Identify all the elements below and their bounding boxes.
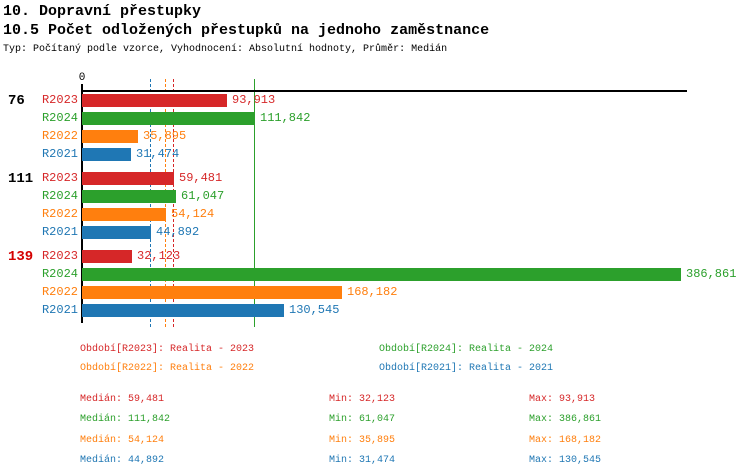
group-label: 139 [8,249,34,265]
group-label: 76 [8,93,25,109]
median-line-R2024 [254,79,256,327]
stat-max-R2023: Max: 93,913 [529,394,596,405]
series-row-label: R2024 [41,267,78,281]
bar-R2024 [82,112,255,125]
legend-item-R2023: Období[R2023]: Realita - 2023 [80,344,255,355]
bar-R2024 [82,190,176,203]
bar-value-label: 32,123 [137,249,181,263]
bar-R2024 [82,268,681,281]
bar-value-label: 168,182 [347,285,398,299]
series-row-label: R2022 [41,207,78,221]
bar-R2023 [82,94,227,107]
series-row-label: R2022 [41,129,78,143]
series-row-label: R2021 [41,225,78,239]
stat-max-R2024: Max: 386,861 [529,414,602,425]
series-row-label: R2024 [41,189,78,203]
x-axis-line [82,90,687,92]
bar-value-label: 44,892 [156,225,200,239]
chart-subtitle: 10.5 Počet odložených přestupků na jedno… [3,22,490,39]
page-title: 10. Dopravní přestupky [3,3,202,20]
stat-max-R2022: Max: 168,182 [529,435,602,446]
stat-median-R2023: Medián: 59,481 [80,394,165,405]
bar-R2023 [82,250,132,263]
series-row-label: R2021 [41,303,78,317]
bar-value-label: 54,124 [171,207,215,221]
stat-max-R2021: Max: 130,545 [529,455,602,466]
series-row-label: R2023 [41,93,78,107]
median-line-R2023 [173,79,175,327]
x-axis-origin-label: 0 [78,72,86,84]
stat-median-R2021: Medián: 44,892 [80,455,165,466]
bar-value-label: 93,913 [232,93,276,107]
series-row-label: R2023 [41,171,78,185]
stat-min-R2022: Min: 35,895 [329,435,396,446]
chart-meta-info: Typ: Počítaný podle vzorce, Vyhodnocení:… [3,44,448,55]
bar-R2021 [82,226,151,239]
bar-R2022 [82,208,166,221]
stat-median-R2024: Medián: 111,842 [80,414,171,425]
bar-value-label: 386,861 [686,267,737,281]
group-label: 111 [8,171,34,187]
bar-value-label: 31,474 [136,147,180,161]
bar-R2022 [82,130,138,143]
stat-min-R2023: Min: 32,123 [329,394,396,405]
y-axis-line [80,84,83,323]
bar-value-label: 111,842 [260,111,311,125]
stat-min-R2021: Min: 31,474 [329,455,396,466]
bar-value-label: 59,481 [179,171,223,185]
legend-item-R2022: Období[R2022]: Realita - 2022 [80,363,255,374]
median-line-R2021 [150,79,152,327]
stat-median-R2022: Medián: 54,124 [80,435,165,446]
series-row-label: R2023 [41,249,78,263]
bar-R2023 [82,172,174,185]
series-row-label: R2021 [41,147,78,161]
bar-value-label: 130,545 [289,303,340,317]
bar-value-label: 61,047 [181,189,225,203]
legend-item-R2024: Období[R2024]: Realita - 2024 [379,344,554,355]
bar-R2022 [82,286,342,299]
legend-item-R2021: Období[R2021]: Realita - 2021 [379,363,554,374]
bar-value-label: 35,895 [143,129,187,143]
series-row-label: R2022 [41,285,78,299]
bar-R2021 [82,304,284,317]
series-row-label: R2024 [41,111,78,125]
median-line-R2022 [164,79,166,327]
bar-R2021 [82,148,131,161]
stat-min-R2024: Min: 61,047 [329,414,396,425]
